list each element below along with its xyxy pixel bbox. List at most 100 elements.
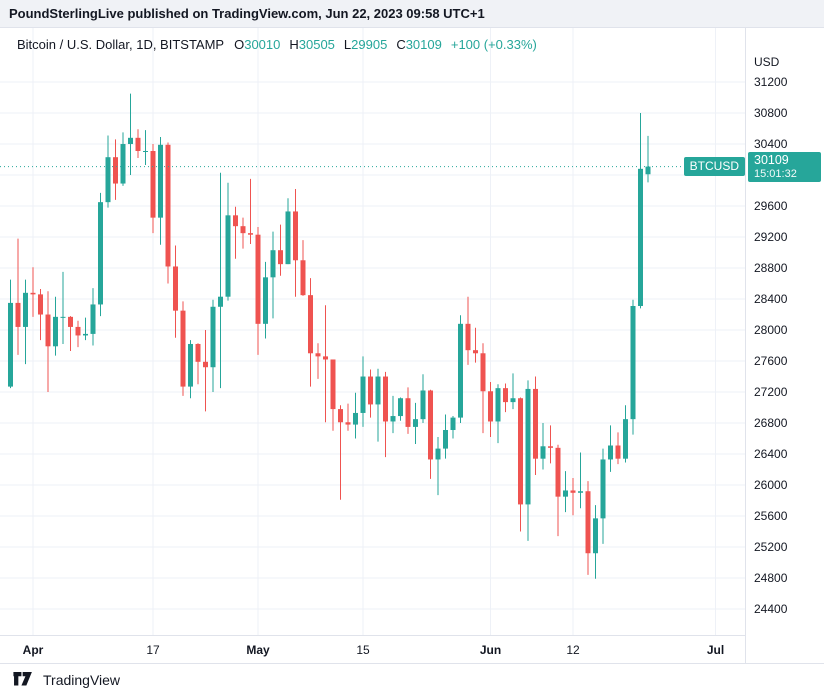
candle-body (150, 150, 156, 218)
price-tick-label: 25200 (754, 540, 788, 555)
candle-body (548, 446, 553, 448)
candle-body (83, 333, 88, 336)
candle-body (210, 306, 216, 368)
candle-body (270, 250, 276, 278)
footer: TradingView (0, 663, 824, 696)
candle-body (158, 144, 163, 218)
price-tick-label: 28800 (754, 261, 788, 276)
candle-body (90, 304, 96, 334)
time-tick-label: 12 (566, 643, 580, 657)
price-tick-label: 28000 (754, 323, 788, 338)
candle-body (30, 292, 36, 295)
last-price-value: 30109 (754, 152, 789, 167)
candle-body (578, 491, 583, 493)
candle-body (525, 388, 531, 505)
candle-body (180, 310, 186, 387)
candle-body (570, 490, 576, 493)
symbol-price-line-label: BTCUSD (683, 157, 745, 177)
candle-body (623, 419, 628, 459)
candle-body (338, 409, 343, 423)
candle-body (473, 350, 478, 354)
currency-label: USD (754, 55, 780, 69)
candle-body (383, 376, 388, 422)
price-scale[interactable]: USD 30109 15:01:32 31200 30800 30400 29600 2… (745, 28, 824, 663)
candle-body (113, 157, 118, 184)
candle-body (488, 391, 493, 422)
candle-body (188, 343, 193, 387)
candle-body (615, 445, 621, 459)
candle-body (413, 419, 418, 427)
symbol-badge-text: BTCUSD (689, 159, 739, 174)
price-tick-label: 31200 (754, 75, 788, 90)
attribution-banner: PoundSterlingLive published on TradingVi… (0, 0, 824, 28)
candle-body (300, 260, 306, 296)
candle-body (450, 417, 456, 431)
candle-body (60, 316, 66, 318)
symbol-legend[interactable]: Bitcoin / U.S. Dollar, 1D, BITSTAMP O300… (17, 36, 537, 52)
candle-body (135, 137, 141, 151)
candle-body (375, 376, 381, 405)
last-price-badge: 30109 15:01:32 (748, 151, 821, 182)
price-tick-label: 30800 (754, 106, 788, 121)
time-scale[interactable]: Apr 17 May 15 Jun 12 Jul (0, 635, 745, 663)
candle-body (540, 446, 546, 459)
candle-body (308, 295, 313, 354)
candle-body (263, 277, 268, 324)
candle-body (225, 215, 231, 297)
candle-body (390, 416, 396, 422)
candle-body (608, 445, 613, 460)
candle-body (465, 323, 471, 351)
candle-body (38, 294, 43, 315)
candle-body (368, 376, 373, 405)
candle-body (240, 226, 246, 234)
candle-body (255, 234, 261, 324)
candle-body (278, 250, 283, 265)
candle-body (360, 376, 366, 413)
change-value: +100 (+0.33%) (450, 36, 537, 52)
candle-body (593, 518, 598, 554)
ohlc-open: O30010 (234, 36, 281, 52)
bar-countdown: 15:01:32 (754, 167, 797, 180)
symbol-title: Bitcoin / U.S. Dollar, 1D, BITSTAMP (17, 36, 225, 52)
candle-body (630, 306, 636, 420)
candle-body (405, 398, 411, 427)
candle-body (218, 296, 223, 307)
candle-body (458, 323, 463, 418)
candle-body (435, 448, 441, 460)
price-tick-label: 27200 (754, 385, 788, 400)
price-tick-label: 26400 (754, 447, 788, 462)
ohlc-low: L29905 (343, 36, 388, 52)
candle-body (173, 266, 178, 311)
candle-body (105, 157, 111, 203)
candle-body (518, 398, 523, 505)
candle-body (330, 359, 336, 410)
ohlc-high: H30505 (289, 36, 335, 52)
candle-body (15, 302, 21, 327)
candle-body (398, 398, 403, 417)
tradingview-logo-icon[interactable] (13, 672, 36, 688)
candle-body (353, 412, 358, 425)
candle-body (495, 388, 501, 422)
candle-body (248, 233, 253, 235)
ohlc-close: C30109 (396, 36, 442, 52)
candle-body (638, 168, 643, 307)
chart-canvas[interactable] (0, 28, 745, 635)
tradingview-brand-link[interactable]: TradingView (43, 672, 121, 688)
candle-body (233, 215, 238, 227)
candle-body (315, 353, 321, 357)
price-tick-label: 24800 (754, 571, 788, 586)
candle-body (480, 353, 486, 392)
candle-body (45, 314, 51, 347)
attribution-text: PoundSterlingLive published on TradingVi… (9, 6, 485, 21)
price-tick-label: 26000 (754, 478, 788, 493)
candle-body (428, 390, 433, 460)
candle-body (510, 398, 516, 403)
price-tick-label: 24400 (754, 602, 788, 617)
time-tick-label: May (246, 643, 270, 657)
price-tick-label: 29600 (754, 199, 788, 214)
candle-body (75, 326, 81, 336)
candle-body (533, 388, 538, 459)
price-tick-label: 25600 (754, 509, 788, 524)
candle-body (503, 388, 508, 403)
candle-body (345, 422, 351, 425)
